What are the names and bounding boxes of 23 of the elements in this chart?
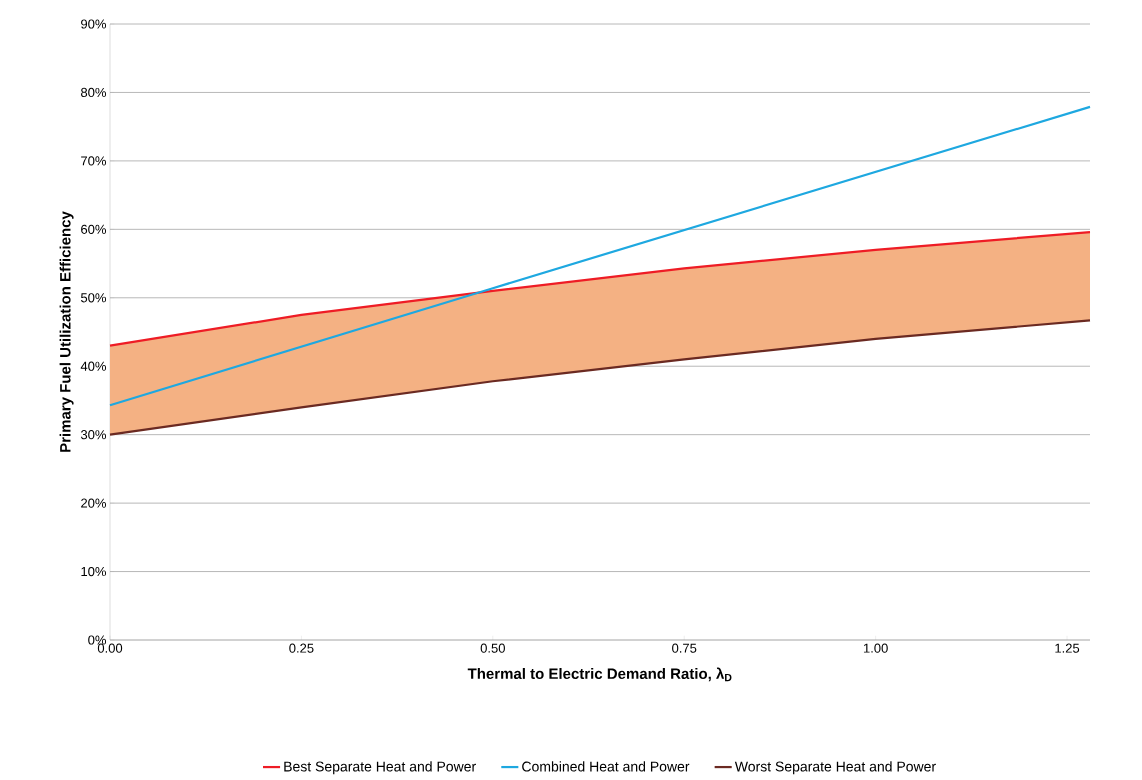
y-tick-label: 50% <box>80 293 107 303</box>
legend-label: Combined Heat and Power <box>522 761 690 772</box>
y-tick-label: 90% <box>81 19 107 29</box>
x-tick-label: 1.00 <box>863 643 888 653</box>
y-tick-label: 80% <box>81 87 107 98</box>
legend-label: Best Separate Heat and Power <box>284 761 476 775</box>
x-tick-label: 0.75 <box>672 643 697 653</box>
legend-label: Worst Separate Heat and Power <box>734 761 936 775</box>
y-tick-label: 20% <box>81 498 107 508</box>
y-tick-label: 10% <box>81 566 107 577</box>
x-tick-label: 0.00 <box>97 643 123 653</box>
x-axis-title: Thermal to Electric Demand Ratio, λ$_{D}$ <box>467 667 732 682</box>
y-tick-label: 40% <box>80 361 107 371</box>
y-tick-label: 30% <box>80 430 107 440</box>
line-series <box>108 319 1092 436</box>
x-tick-label: 1.25 <box>1055 643 1080 653</box>
y-tick-label: 70% <box>81 156 107 166</box>
x-tick-label: 0.25 <box>289 643 314 653</box>
y-tick-label: 0% <box>88 635 107 645</box>
line-series <box>108 230 1092 347</box>
x-tick-label: 0.50 <box>480 643 505 653</box>
y-tick-label: 60% <box>81 224 107 234</box>
y-axis-title: Primary Fuel Utilization Efficiency <box>59 211 74 452</box>
